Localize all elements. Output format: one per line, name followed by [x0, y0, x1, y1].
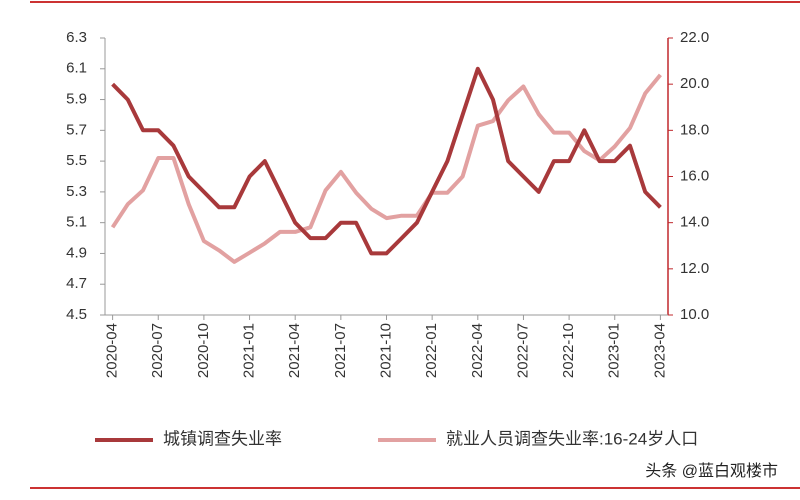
x-tick-label: 2020-10 — [195, 323, 212, 378]
y2-tick-label: 16.0 — [680, 167, 709, 184]
series-line — [111, 66, 662, 256]
y-tick-label: 5.3 — [66, 183, 87, 200]
y-tick-label: 5.7 — [66, 121, 87, 138]
y-tick-label: 4.7 — [66, 275, 87, 292]
x-tick-label: 2021-01 — [241, 323, 258, 378]
legend-label: 就业人员调查失业率:16-24岁人口 — [446, 429, 698, 448]
watermark: 头条 @蓝白观楼市 — [645, 462, 778, 480]
y-tick-label: 6.1 — [66, 60, 87, 77]
x-tick-label: 2023-04 — [651, 323, 668, 378]
series-line — [110, 73, 662, 264]
x-tick-label: 2020-07 — [149, 323, 166, 378]
x-tick-label: 2023-01 — [606, 323, 623, 378]
x-tick-label: 2021-07 — [332, 323, 349, 378]
x-tick-label: 2022-10 — [560, 323, 577, 378]
y-tick-label: 5.1 — [66, 214, 87, 231]
y-tick-label: 6.3 — [66, 29, 87, 46]
y2-tick-label: 22.0 — [680, 29, 709, 46]
x-tick-label: 2020-04 — [104, 323, 121, 378]
y2-tick-label: 20.0 — [680, 75, 709, 92]
x-tick-label: 2021-10 — [377, 323, 394, 378]
y-tick-label: 4.5 — [66, 306, 87, 323]
y2-tick-label: 14.0 — [680, 214, 709, 231]
y-tick-label: 4.9 — [66, 244, 87, 261]
y2-tick-label: 10.0 — [680, 306, 709, 323]
y-tick-label: 5.5 — [66, 152, 87, 169]
x-tick-label: 2022-07 — [514, 323, 531, 378]
x-tick-label: 2022-04 — [469, 323, 486, 378]
x-tick-label: 2022-01 — [423, 323, 440, 378]
legend-label: 城镇调查失业率 — [163, 429, 282, 448]
y-tick-label: 5.9 — [66, 91, 87, 108]
y2-tick-label: 12.0 — [680, 260, 709, 277]
y2-tick-label: 18.0 — [680, 121, 709, 138]
x-tick-label: 2021-04 — [286, 323, 303, 378]
